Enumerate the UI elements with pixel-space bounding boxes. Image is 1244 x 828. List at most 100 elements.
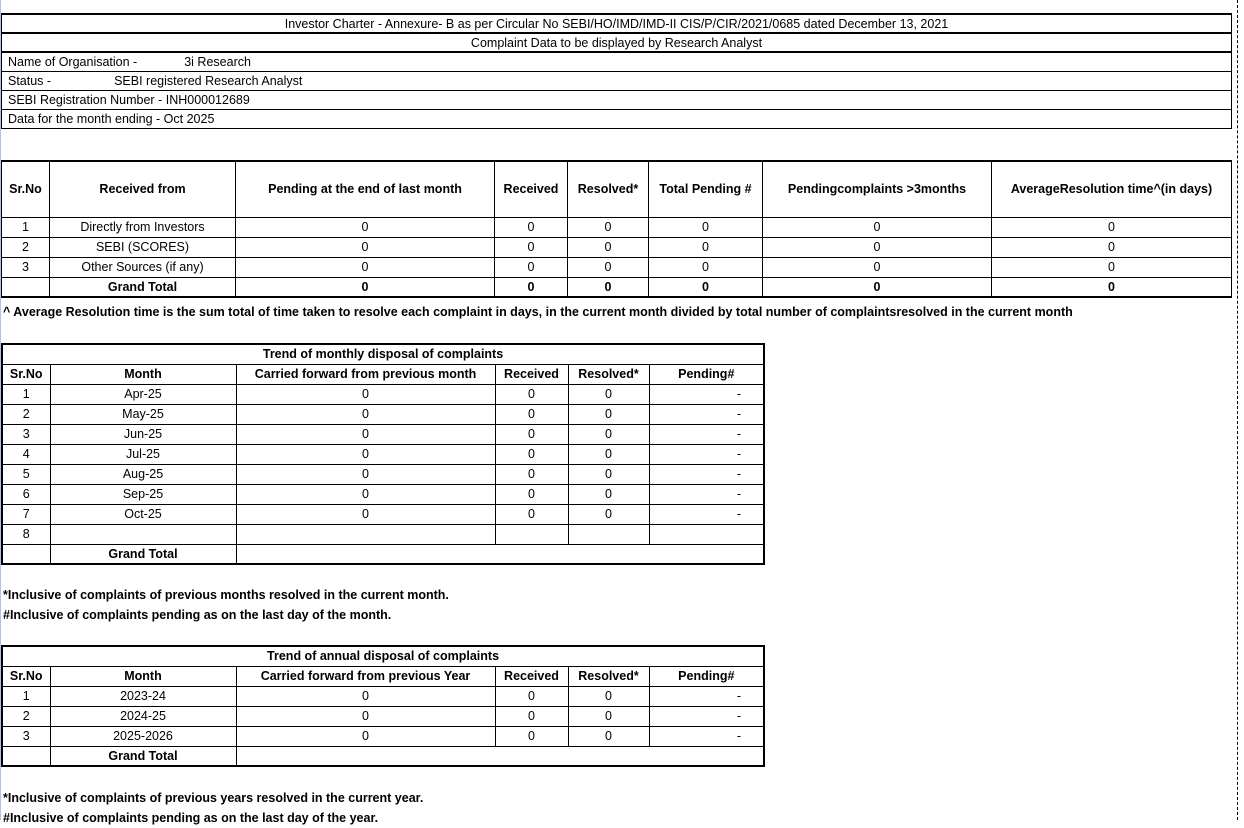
- period-label: Data for the month ending -: [8, 111, 161, 126]
- monthly-trend-caption: Trend of monthly disposal of complaints: [0, 343, 766, 365]
- cell-sr-no: [1, 745, 51, 767]
- column-header-resolved: Resolved*: [567, 665, 650, 687]
- cell-month: [49, 523, 237, 545]
- cell-resolved: 0: [567, 403, 650, 425]
- cell-received-from: SEBI (SCORES): [49, 236, 236, 258]
- cell-pending: -: [648, 725, 766, 747]
- page-title: Investor Charter - Annexure- B as per Ci…: [1, 13, 1232, 34]
- period-row: Data for the month ending - Oct 2025: [1, 108, 1232, 129]
- table-row: 2 May-25 0 0 0 -: [1, 403, 766, 425]
- cell-month: Apr-25: [49, 383, 237, 405]
- column-header-month: Month: [49, 363, 237, 385]
- cell-pending: -: [648, 423, 766, 445]
- annual-trend-caption: Trend of annual disposal of complaints: [0, 645, 766, 667]
- cell-year: 2024-25: [49, 705, 237, 727]
- cell-grand-total-label: Grand Total: [49, 276, 236, 298]
- cell-resolved: 0: [567, 236, 649, 258]
- cell-pending: -: [648, 685, 766, 707]
- sheet-left-edge-rule: [0, 0, 1, 820]
- organisation-value: 3i Research: [184, 54, 251, 69]
- monthly-trend-table-wrapper: Trend of monthly disposal of complaints …: [0, 343, 766, 565]
- table-row: 3 Jun-25 0 0 0 -: [1, 423, 766, 445]
- cell-resolved: 0: [567, 685, 650, 707]
- complaint-data-table: Sr.No Received from Pending at the end o…: [1, 160, 1232, 298]
- cell-carried-forward: 0: [235, 423, 496, 445]
- title-block: Investor Charter - Annexure- B as per Ci…: [1, 13, 1232, 129]
- cell-pending: [648, 523, 766, 545]
- table-row: 1 2023-24 0 0 0 -: [1, 685, 766, 707]
- column-header-pending: Pending#: [648, 363, 766, 385]
- cell-received-from: Directly from Investors: [49, 216, 236, 238]
- complaint-data-table-wrapper: Sr.No Received from Pending at the end o…: [1, 160, 1232, 298]
- cell-resolved: 0: [567, 705, 650, 727]
- cell-resolved: 0: [567, 503, 650, 525]
- cell-avg-resolution-days: 0: [991, 216, 1232, 238]
- cell-received: 0: [494, 705, 569, 727]
- cell-carried-forward: 0: [235, 685, 496, 707]
- cell-sr-no: 6: [1, 483, 51, 505]
- cell-month: Aug-25: [49, 463, 237, 485]
- cell-total-pending: 0: [648, 276, 763, 298]
- cell-carried-forward: 0: [235, 725, 496, 747]
- cell-pending-gt-3months: 0: [762, 256, 992, 278]
- cell-sr-no: 7: [1, 503, 51, 525]
- cell-pending: -: [648, 403, 766, 425]
- cell-received: 0: [494, 443, 569, 465]
- column-header-resolved: Resolved*: [567, 160, 649, 218]
- cell-pending: -: [648, 383, 766, 405]
- cell-received: 0: [494, 725, 569, 747]
- cell-sr-no: 4: [1, 443, 51, 465]
- cell-pending-last-month: 0: [235, 276, 495, 298]
- cell-received: 0: [494, 685, 569, 707]
- cell-sr-no: 5: [1, 463, 51, 485]
- cell-received: 0: [494, 276, 568, 298]
- organisation-row: Name of Organisation - 3i Research: [1, 51, 1232, 72]
- cell-sr-no: 2: [1, 403, 51, 425]
- cell-pending-last-month: 0: [235, 216, 495, 238]
- cell-received: 0: [494, 423, 569, 445]
- cell-carried-forward: 0: [235, 503, 496, 525]
- annual-note-hash: #Inclusive of complaints pending as on t…: [3, 811, 379, 825]
- cell-resolved: 0: [567, 443, 650, 465]
- cell-received: 0: [494, 236, 568, 258]
- column-header-month: Month: [49, 665, 237, 687]
- annual-header-row: Sr.No Month Carried forward from previou…: [1, 665, 766, 687]
- cell-grand-total-merged: [235, 745, 766, 767]
- cell-pending-last-month: 0: [235, 256, 495, 278]
- period-value: Oct 2025: [163, 111, 215, 126]
- cell-avg-resolution-days: 0: [991, 276, 1232, 298]
- cell-resolved: 0: [567, 216, 649, 238]
- cell-carried-forward: 0: [235, 383, 496, 405]
- monthly-note-asterisk: *Inclusive of complaints of previous mon…: [3, 588, 449, 602]
- cell-received: 0: [494, 383, 569, 405]
- document-title-row: Investor Charter - Annexure- B as per Ci…: [1, 13, 1232, 34]
- table-row: 4 Jul-25 0 0 0 -: [1, 443, 766, 465]
- table-row: 1 Apr-25 0 0 0 -: [1, 383, 766, 405]
- cell-sr-no: 1: [1, 216, 50, 238]
- cell-received: 0: [494, 256, 568, 278]
- status-value: SEBI registered Research Analyst: [114, 73, 303, 88]
- cell-resolved: 0: [567, 483, 650, 505]
- organisation-label: Name of Organisation -: [8, 54, 138, 69]
- table-row-grand-total: Grand Total 0 0 0 0 0 0: [1, 276, 1232, 298]
- cell-received: 0: [494, 463, 569, 485]
- cell-total-pending: 0: [648, 256, 763, 278]
- column-header-received: Received: [494, 665, 569, 687]
- cell-carried-forward: 0: [235, 483, 496, 505]
- cell-pending: -: [648, 503, 766, 525]
- status-row: Status - SEBI registered Research Analyst: [1, 70, 1232, 91]
- column-header-pending-gt-3months: Pendingcomplaints >3months: [762, 160, 992, 218]
- column-header-received: Received: [494, 363, 569, 385]
- cell-resolved: 0: [567, 383, 650, 405]
- cell-received: [494, 523, 569, 545]
- cell-resolved: [567, 523, 650, 545]
- table-row: 5 Aug-25 0 0 0 -: [1, 463, 766, 485]
- annual-trend-table: Trend of annual disposal of complaints S…: [0, 645, 766, 767]
- cell-avg-resolution-days: 0: [991, 256, 1232, 278]
- cell-month: May-25: [49, 403, 237, 425]
- cell-year: 2023-24: [49, 685, 237, 707]
- cell-sr-no: 1: [1, 685, 51, 707]
- cell-pending: -: [648, 483, 766, 505]
- cell-received: 0: [494, 403, 569, 425]
